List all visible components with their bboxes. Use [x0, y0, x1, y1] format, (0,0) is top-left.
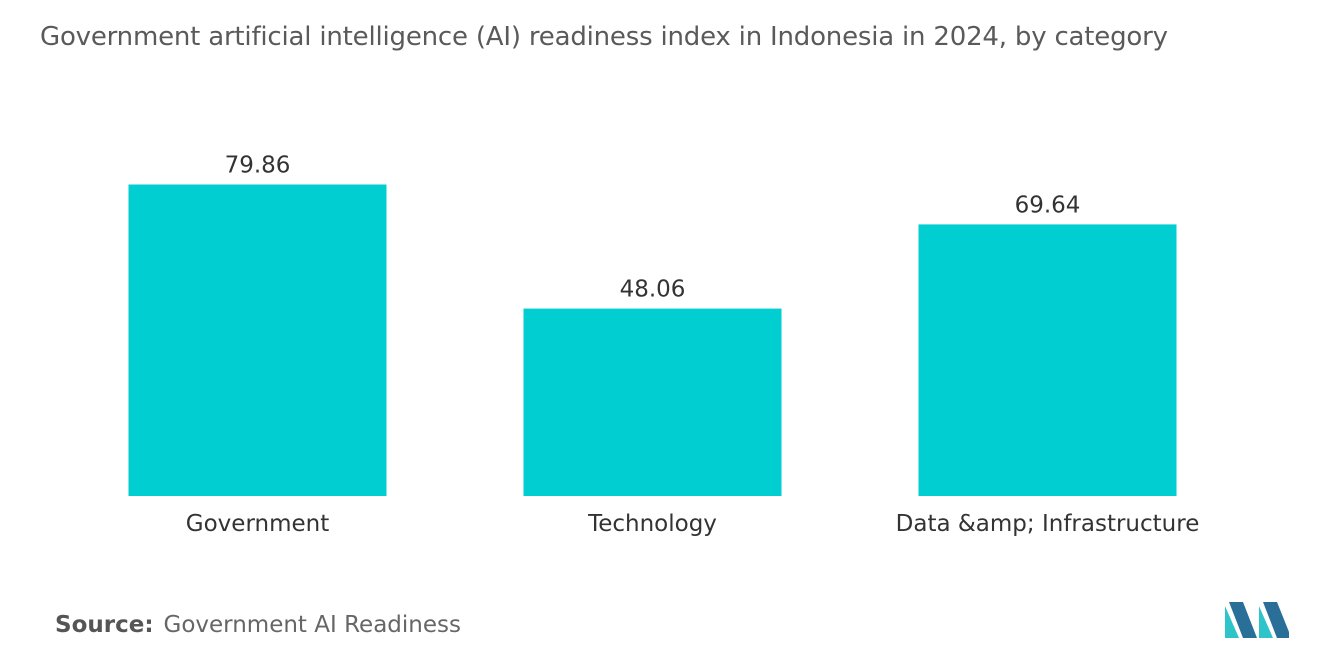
bar-chart: 79.86 Government 48.06 Technology 69.64 Data …: [128, 153, 1200, 537]
chart-title: Government artificial intelligence (AI) …: [40, 22, 1168, 52]
bar: [128, 184, 387, 496]
bar: [523, 308, 782, 496]
bar: [918, 224, 1177, 496]
source-value: Government AI Readiness: [163, 612, 461, 638]
category-label: Government: [186, 511, 329, 537]
category-label: Technology: [587, 511, 717, 537]
bar-value-label: 69.64: [1015, 192, 1081, 218]
category-label: Data &amp; Infrastructure: [896, 511, 1200, 537]
source-note: Source: Government AI Readiness: [55, 612, 461, 638]
bar-value-label: 48.06: [620, 277, 686, 303]
mordor-intelligence-logo-icon: [1225, 602, 1289, 638]
source-label: Source:: [55, 612, 154, 638]
bar-value-label: 79.86: [225, 153, 291, 179]
